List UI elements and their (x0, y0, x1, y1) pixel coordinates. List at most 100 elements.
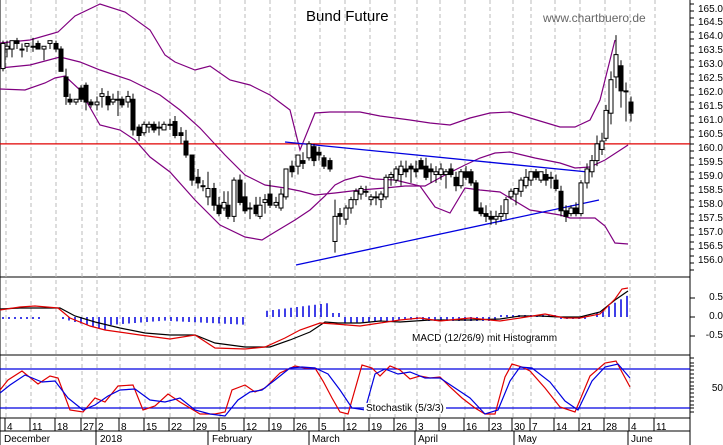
bollinger-lower (0, 75, 629, 245)
candle-bull (438, 168, 444, 176)
x-month-label: May (518, 434, 537, 445)
y-tick-label: 159.0 (697, 171, 723, 182)
candle-bear (189, 154, 195, 181)
candle-bull (623, 90, 629, 93)
x-day-label: 18 (57, 422, 69, 433)
y-tick-label: 161.5 (697, 101, 723, 112)
candle-bull (518, 179, 524, 192)
candle-bull (594, 143, 600, 162)
candle-bear (573, 207, 579, 215)
candle-bull (373, 196, 379, 199)
x-day-label: 21 (581, 422, 593, 433)
candle-bear (225, 204, 231, 217)
x-day-label: 26 (396, 422, 408, 433)
x-day-label: 15 (146, 422, 158, 433)
y-tick-label: 158.5 (697, 185, 723, 196)
candle-bull (393, 168, 399, 181)
y-tick-label: 160.5 (697, 129, 723, 140)
y-tick-label: 163.5 (697, 45, 723, 56)
candle-bear (311, 146, 317, 162)
candle-bull (306, 143, 312, 159)
candle-bull (295, 154, 301, 167)
upper-trendline (284, 141, 589, 173)
candle-bull (30, 45, 36, 48)
candle-bull (503, 199, 509, 215)
x-day-label: 5 (321, 422, 327, 433)
y-tick-label: 156.5 (697, 241, 723, 252)
candle-bull (599, 140, 605, 150)
x-day-label: 14 (556, 422, 568, 433)
y-tick-label: 157.5 (697, 213, 723, 224)
candle-bull (278, 193, 284, 209)
candle-bull (613, 54, 619, 78)
y-tick-label: 50 (711, 383, 723, 394)
x-month-label: February (212, 434, 253, 445)
candle-bear (628, 101, 634, 114)
candle-bear (316, 151, 322, 156)
candle-bear (483, 213, 489, 217)
candle-bear (151, 123, 157, 131)
candle-bull (99, 93, 105, 97)
candle-bear (105, 95, 111, 106)
candle-bear (337, 213, 343, 217)
candle-bull (363, 190, 369, 193)
candle-bull (353, 190, 359, 201)
candle-bear (53, 42, 59, 50)
bollinger-upper (0, 3, 616, 152)
candle-bull (283, 168, 289, 198)
candle-bull (388, 174, 394, 178)
x-day-label: 7 (532, 422, 538, 433)
x-day-label: 16 (466, 422, 478, 433)
x-month-label: June (631, 434, 653, 445)
candle-bear (253, 204, 259, 215)
macd-line (0, 290, 629, 348)
y-tick-label: 162.0 (697, 87, 723, 98)
watermark-text: www.chartbuero.de (543, 11, 646, 25)
x-month-label: December (4, 434, 51, 445)
candle-bear (413, 168, 419, 173)
y-tick-label: 165.0 (697, 4, 723, 15)
candle-bull (433, 171, 439, 176)
candle-bear (418, 160, 424, 170)
x-day-label: 27 (83, 422, 95, 433)
candle-bear (83, 84, 89, 103)
candle-bear (195, 176, 201, 184)
x-day-label: 2 (98, 422, 104, 433)
candle-bear (618, 65, 624, 92)
candle-bear (237, 179, 243, 203)
candle-bull (115, 98, 121, 101)
y-tick-label: 162.5 (697, 73, 723, 84)
candle-bear (533, 171, 539, 178)
candle-bull (548, 176, 554, 179)
candle-bear (14, 40, 20, 44)
candle-bull (247, 207, 253, 210)
x-day-label: 28 (606, 422, 618, 433)
candle-bull (9, 40, 15, 50)
candle-bear (211, 187, 217, 206)
candle-bull (221, 201, 227, 209)
x-day-label: 11 (656, 422, 667, 433)
candle-bear (543, 174, 549, 181)
candle-bull (589, 160, 595, 173)
x-day-label: 30 (514, 422, 526, 433)
candle-bull (443, 171, 449, 176)
candle-bull (383, 176, 389, 198)
y-tick-label: 160.0 (697, 143, 723, 154)
stoch-k-line (0, 360, 631, 415)
candle-bear (119, 98, 125, 106)
x-month-label: March (312, 434, 340, 445)
candle-bear (130, 98, 136, 131)
candle-bull (513, 187, 519, 195)
candle-bear (428, 168, 434, 173)
candle-bear (563, 210, 569, 217)
candle-bull (378, 193, 384, 201)
candle-bull (141, 123, 147, 134)
y-tick-label: 158.0 (697, 199, 723, 210)
x-day-label: 23 (491, 422, 503, 433)
y-tick-label: 156.0 (697, 255, 723, 266)
candle-bear (448, 168, 454, 176)
candle-bull (398, 165, 404, 176)
candle-bull (24, 42, 30, 47)
candle-bear (172, 121, 178, 137)
candle-bull (146, 123, 152, 128)
